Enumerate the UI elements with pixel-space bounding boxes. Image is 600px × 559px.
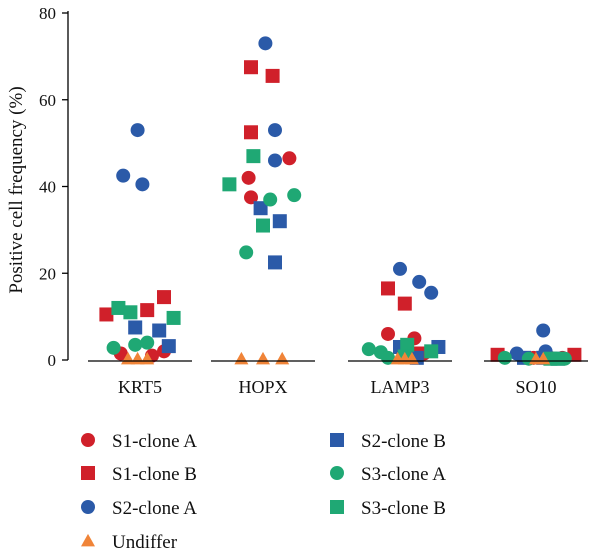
plot-area	[99, 36, 582, 366]
data-point	[282, 151, 297, 166]
data-point	[140, 303, 155, 318]
legend-item: S1-clone A	[81, 431, 197, 452]
x-category-label: HOPX	[238, 377, 287, 397]
legend-label: S1-clone A	[112, 431, 197, 452]
y-tick-label: 0	[48, 351, 57, 370]
data-point	[130, 123, 145, 138]
legend-label: S2-clone A	[112, 498, 197, 519]
legend-marker	[81, 466, 95, 480]
x-category-label: SO10	[515, 377, 556, 397]
y-axis: 0 20 40 60 80	[39, 4, 69, 370]
data-point	[111, 300, 126, 315]
data-point	[265, 68, 280, 83]
data-point	[244, 190, 258, 205]
legend-marker	[81, 500, 95, 514]
data-point	[424, 344, 439, 359]
y-tick-label: 60	[39, 91, 56, 110]
legend-item: S2-clone A	[81, 498, 197, 519]
legend-marker	[330, 466, 344, 480]
legend-label: S3-clone A	[361, 464, 446, 485]
legend-label: S1-clone B	[112, 464, 197, 485]
data-point	[268, 255, 282, 270]
data-point	[128, 337, 143, 352]
data-point	[166, 310, 181, 325]
x-axis: KRT5 HOPX LAMP3 SO10	[88, 360, 588, 397]
series-s2-clone-b	[128, 201, 565, 366]
y-tick-label: 20	[39, 264, 56, 283]
data-point	[424, 285, 439, 300]
data-point	[393, 261, 407, 276]
data-point	[234, 351, 249, 365]
legend-label: S2-clone B	[361, 431, 446, 452]
data-point	[275, 351, 290, 365]
data-point	[161, 339, 176, 354]
legend-label: S3-clone B	[361, 498, 446, 519]
data-point	[152, 323, 167, 338]
data-point	[400, 337, 415, 352]
data-point	[140, 335, 155, 350]
legend-item: S3-clone B	[330, 498, 446, 519]
legend-marker	[81, 533, 95, 547]
data-point	[241, 170, 256, 185]
data-point	[258, 36, 273, 51]
data-point	[256, 351, 270, 365]
series-s2-clone-a	[116, 36, 553, 361]
legend-item: S1-clone B	[81, 464, 197, 485]
data-point	[287, 188, 302, 203]
y-tick-label: 40	[39, 178, 56, 197]
data-point	[256, 218, 270, 233]
data-point	[135, 177, 150, 192]
legend-marker	[81, 433, 95, 447]
data-point	[381, 281, 395, 296]
legend-item: S3-clone A	[330, 464, 446, 485]
data-point	[361, 342, 376, 357]
data-point	[263, 192, 278, 207]
data-point	[128, 320, 143, 335]
x-category-label: KRT5	[118, 377, 162, 397]
series-s3-clone-a	[106, 188, 572, 366]
data-point	[157, 290, 171, 305]
series-undiffer	[121, 351, 551, 365]
data-point	[550, 351, 565, 366]
x-category-label: LAMP3	[370, 377, 429, 397]
data-point	[536, 323, 551, 338]
legend-label: Undiffer	[112, 532, 178, 553]
y-axis-title: Positive cell frequency (%)	[6, 86, 27, 293]
legend-item: Undiffer	[81, 532, 178, 553]
series-s1-clone-a	[113, 151, 570, 365]
data-point	[222, 177, 237, 192]
data-point	[239, 245, 254, 260]
data-point	[253, 201, 268, 216]
data-point	[116, 168, 131, 183]
data-point	[272, 214, 287, 229]
data-point	[268, 123, 282, 138]
data-point	[397, 296, 412, 311]
data-point	[244, 60, 258, 75]
series-s3-clone-b	[111, 149, 565, 366]
data-point	[381, 326, 395, 341]
y-tick-label: 80	[39, 4, 56, 23]
data-point	[99, 307, 114, 322]
legend-item: S2-clone B	[330, 431, 446, 452]
legend: S1-clone A S1-clone B S2-clone A S2-clone B…	[81, 431, 446, 553]
legend-marker	[330, 500, 344, 514]
data-point	[106, 340, 121, 355]
data-point	[497, 350, 512, 365]
data-point	[244, 125, 258, 140]
data-point	[123, 305, 138, 320]
data-point	[412, 274, 427, 289]
data-point	[246, 149, 261, 164]
legend-marker	[330, 433, 344, 447]
data-point	[268, 153, 282, 168]
